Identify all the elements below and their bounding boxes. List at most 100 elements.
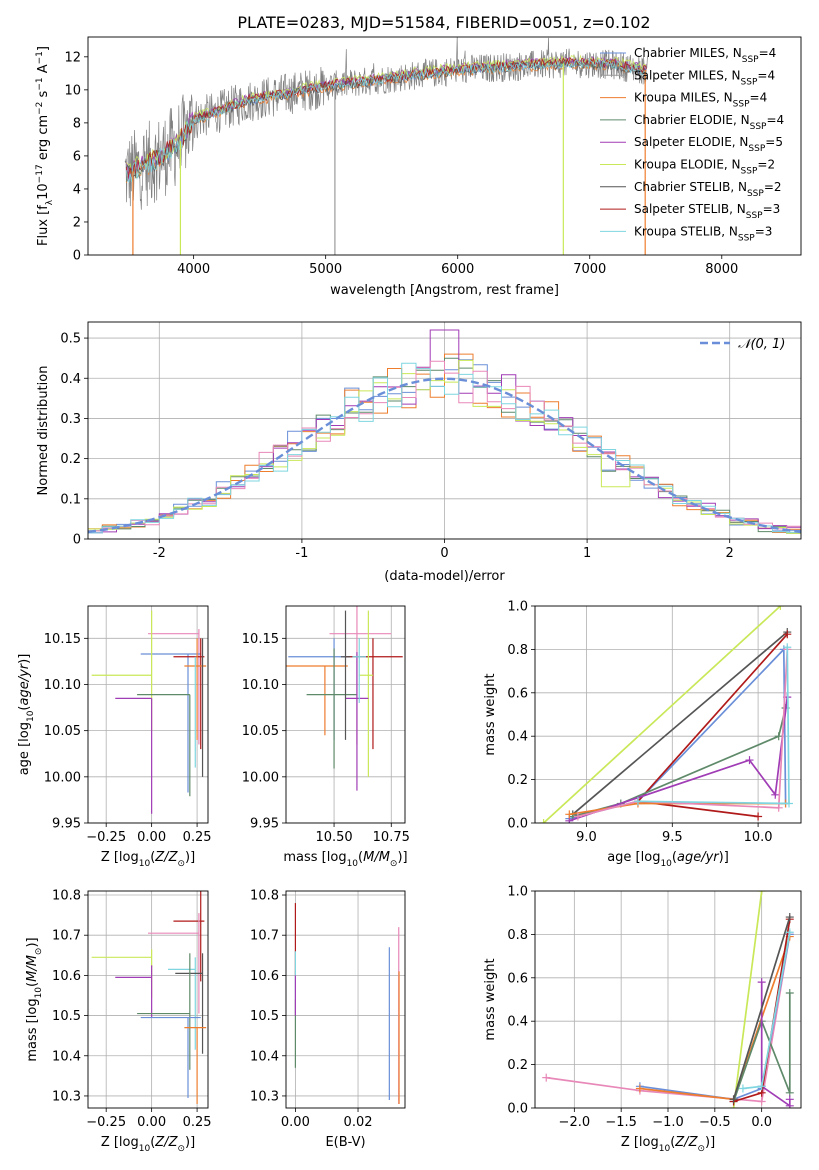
plot-area [88,891,208,1108]
plot-area [286,606,405,823]
y-tick-label: 10.7 [250,929,279,944]
x-tick-label: 0 [440,546,448,561]
plot-area [88,322,801,539]
y-tick-label: 10.7 [52,929,81,944]
mass-weight-marker [754,812,763,821]
axes-frame [87,321,802,540]
y-tick-label: 12 [64,50,81,65]
mass-weight-marker [573,812,582,821]
y-tick-label: 10.5 [250,1009,279,1024]
x-tick-label: −0.5 [699,1115,731,1130]
mass-weight-line [572,631,788,815]
y-tick-label: 8 [73,116,81,131]
y-tick-label: 10.6 [250,969,279,984]
x-tick-label: 8000 [705,262,738,277]
y-tick-label: 10.6 [52,969,81,984]
legend-label: Kroupa MILES, NSSP=4 [634,91,767,110]
x-tick-label: -2 [153,546,166,561]
age-vs-mass-panel: 10.50 10.75 9.95 10.00 10.05 10.10 10.15 mass [… [242,605,410,869]
x-tick-label: 0.25 [183,1115,212,1130]
y-tick-label: 0.4 [507,730,528,745]
x-axis-label: wavelength [Angstrom, rest frame] [330,283,559,298]
mass-weight-marker [745,756,754,765]
x-tick-label: 9.0 [576,830,597,845]
y-tick-label: 10.15 [44,632,81,647]
y-tick-label: 6 [73,149,81,164]
x-tick-label: 0.25 [183,830,212,845]
legend-label: 𝒩(0, 1) [738,337,785,352]
normal-curve-line [88,377,801,534]
y-axis-label: age [log10(age/yr)] [17,654,36,776]
y-tick-label: 1.0 [507,600,528,615]
y-tick-label: 10.10 [242,678,279,693]
x-tick-label: 0.0 [751,1115,772,1130]
y-tick-label: 0.0 [507,1102,528,1117]
mass-weight-marker [771,790,780,799]
x-axis-label: mass [log10(M/M⊙)] [283,850,407,869]
mass-weight-vs-z-panel: −2.0 −1.5 −1.0 −0.5 0.0 0.0 0.2 0.4 0.6 0.8 1.0 Z [… [483,885,802,1154]
mass-weight-marker [542,1073,551,1082]
model-spectrum-line [125,58,647,184]
mass-weight-line [569,802,786,816]
x-axis-label: age [log10(age/yr)] [607,850,729,869]
plot-area [124,37,649,255]
mass-weight-line [760,982,791,1108]
legend-label: Chabrier ELODIE, NSSP=4 [634,113,784,132]
x-tick-label: 0.00 [281,1115,310,1130]
mass-weight-line [569,647,787,820]
y-tick-label: 0.4 [507,1015,528,1030]
axes-frame [285,890,406,1109]
mass-weight-line [732,993,791,1102]
mass-weight-marker [729,1095,738,1104]
y-axis-label: Normed distribution [36,366,51,496]
x-axis-label: (data-model)/error [384,569,505,584]
x-tick-label: −1.5 [605,1115,637,1130]
y-axis-label: Flux [fλ10−17 erg cm−2 s−1 A−1] [35,46,55,246]
x-tick-label: −0.25 [86,830,126,845]
mass-weight-marker [565,810,574,819]
x-tick-label: 0.00 [137,1115,166,1130]
y-tick-label: 4 [73,182,81,197]
y-tick-label: 10.15 [242,632,279,647]
axes-frame [87,890,209,1109]
x-tick-label: 0.02 [344,1115,373,1130]
y-axis-label: mass weight [483,958,498,1040]
histogram-step-line [88,353,801,533]
x-tick-label: -1 [295,546,308,561]
y-tick-label: 0.6 [507,686,528,701]
x-tick-label: 1 [583,546,591,561]
mass-weight-marker [784,799,793,808]
mass-weight-line [732,916,791,1100]
mass-weight-line [732,891,763,1108]
legend-label: Kroupa ELODIE, NSSP=2 [634,158,775,177]
mass-weight-line [577,649,789,818]
y-tick-label: 9.95 [52,817,81,832]
mass-weight-marker [757,978,766,987]
x-axis-label: E(B-V) [325,1135,365,1150]
x-tick-label: 0.00 [137,830,166,845]
mass-weight-marker [783,643,792,652]
y-tick-label: 0 [73,249,81,264]
y-tick-label: 0.3 [60,412,81,427]
y-tick-label: 0 [73,533,81,548]
mass-weight-marker [757,891,766,895]
legend-label: Salpeter ELODIE, NSSP=5 [634,135,783,154]
x-tick-label: 10.75 [373,830,410,845]
x-axis-label: Z [log10(Z/Z⊙)] [101,1135,195,1154]
plot-area [535,606,801,823]
y-tick-label: 10.8 [250,889,279,904]
mass-weight-marker [757,1082,766,1091]
legend-label: Salpeter STELIB, NSSP=3 [634,202,780,221]
x-tick-label: 7000 [573,262,606,277]
x-tick-label: 6000 [441,262,474,277]
residual-histogram-panel: -2 -1 0 1 2 0 0.1 0.2 0.3 0.4 0.5 𝒩(0, 1) (data-mode… [36,321,802,584]
y-tick-label: 0.2 [60,452,81,467]
legend-label: Kroupa STELIB, NSSP=3 [634,224,772,243]
y-tick-label: 10.5 [52,1009,81,1024]
y-tick-label: 0.4 [60,372,81,387]
y-tick-label: 10.3 [250,1089,279,1104]
y-tick-label: 10 [64,83,81,98]
mass-weight-line [637,647,790,805]
mass-weight-marker [776,606,785,610]
